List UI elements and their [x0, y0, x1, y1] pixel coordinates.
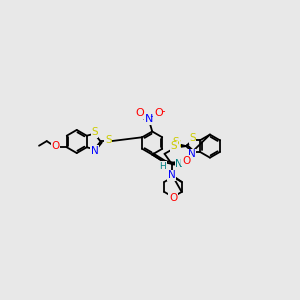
Text: S: S [105, 135, 112, 145]
Text: O: O [169, 193, 177, 203]
Text: N: N [188, 149, 195, 159]
Text: S: S [170, 141, 177, 151]
Text: S: S [174, 140, 181, 150]
Text: S: S [91, 127, 98, 137]
Text: O: O [136, 108, 144, 118]
Text: S: S [189, 133, 196, 143]
Text: O: O [51, 142, 59, 152]
Text: N: N [91, 146, 98, 156]
Text: O: O [182, 156, 190, 166]
Text: -: - [161, 106, 165, 116]
Text: O: O [154, 108, 163, 118]
Text: +: + [149, 112, 156, 121]
Text: N: N [168, 170, 175, 180]
Text: S: S [173, 137, 179, 147]
Text: H: H [160, 162, 167, 171]
Text: N: N [145, 114, 153, 124]
Text: N: N [175, 159, 183, 169]
